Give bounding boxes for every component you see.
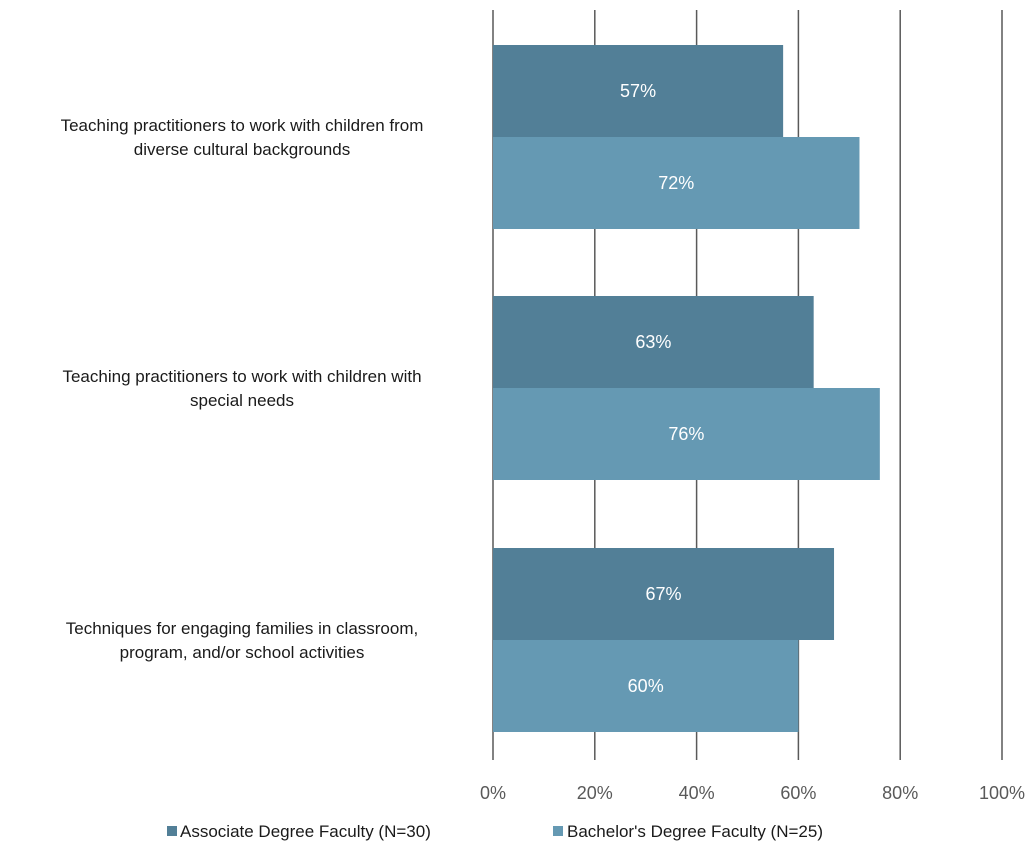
legend-label: Bachelor's Degree Faculty (N=25) [567,822,823,841]
legend-swatch [167,826,177,836]
category-label: Teaching practitioners to work with chil… [61,116,424,159]
bar-bachelor [493,388,880,480]
x-tick-label: 20% [577,783,613,803]
bar-associate [493,548,835,640]
bar-bachelor [493,137,860,229]
x-tick-label: 60% [780,783,816,803]
x-tick-label: 80% [882,783,918,803]
category-labels: Teaching practitioners to work with chil… [61,116,424,662]
data-label: 60% [628,676,664,696]
x-tick-label: 100% [979,783,1025,803]
data-label: 72% [658,173,694,193]
x-axis-tick-labels: 0% 20% 40% 60% 80% 100% [480,783,1025,803]
data-label: 67% [645,584,681,604]
data-label: 57% [620,81,656,101]
bar-associate [493,45,784,137]
legend-label: Associate Degree Faculty (N=30) [180,822,431,841]
bars: 57% 72% 63% 76% 67% 60% [493,45,880,732]
x-tick-label: 0% [480,783,506,803]
category-label: Teaching practitioners to work with chil… [62,367,421,410]
bar-associate [493,296,814,388]
legend-swatch [553,826,563,836]
x-tick-label: 40% [679,783,715,803]
bar-bachelor [493,640,799,732]
data-label: 63% [635,332,671,352]
data-label: 76% [668,424,704,444]
legend: Associate Degree Faculty (N=30) Bachelor'… [167,822,823,841]
category-label: Techniques for engaging families in clas… [66,619,418,662]
